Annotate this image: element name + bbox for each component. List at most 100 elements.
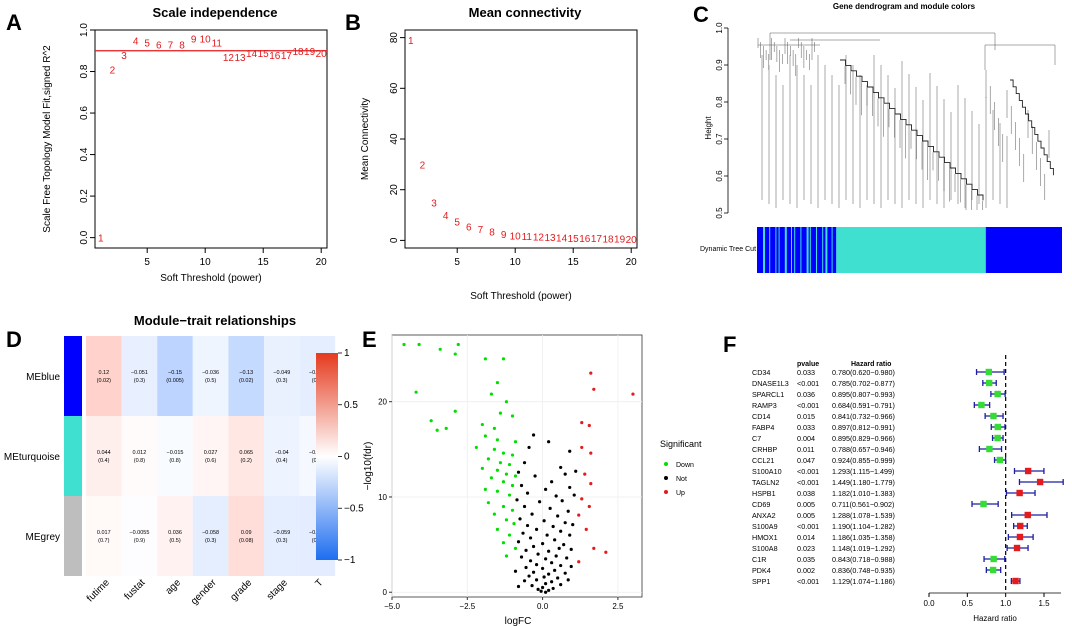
tree-branch xyxy=(1010,79,1054,176)
gene-label: C7 xyxy=(752,434,761,443)
volcano-point-not xyxy=(553,538,557,542)
data-point-label: 3 xyxy=(431,198,437,209)
module-color-stripe xyxy=(800,227,802,273)
hr-point xyxy=(978,401,985,409)
volcano-point-not xyxy=(556,576,560,580)
tree-branch xyxy=(769,32,996,60)
gene-pvalue: 0.033 xyxy=(797,368,815,377)
data-point-label: 9 xyxy=(501,230,507,241)
x-tick-label: 15 xyxy=(258,257,270,268)
volcano-point-not xyxy=(522,461,527,465)
hr-point xyxy=(1036,478,1044,486)
colorbar-tick-label: 0.5 xyxy=(344,400,358,411)
volcano-point-not xyxy=(569,547,573,551)
cell-pvalue: (0.3) xyxy=(276,378,287,384)
volcano-point-not xyxy=(542,575,546,579)
heatmap-cell xyxy=(264,336,300,416)
volcano-point-down xyxy=(489,476,493,480)
panel-label-e: E xyxy=(362,327,377,352)
volcano-point-down xyxy=(513,546,518,551)
data-point-label: 15 xyxy=(568,234,580,245)
module-color-swatch xyxy=(64,496,82,576)
module-color-stripe xyxy=(778,227,780,273)
gene-hazard-ratio: 0.785(0.702−0.877) xyxy=(832,379,895,388)
heatmap-cell xyxy=(264,416,300,496)
volcano-point-down xyxy=(480,466,484,470)
gene-pvalue: <0.001 xyxy=(797,478,819,487)
volcano-point-down xyxy=(417,342,421,347)
volcano-point-not xyxy=(530,583,534,588)
volcano-point-down xyxy=(444,426,448,430)
hr-point xyxy=(990,412,997,420)
legend-label-up: Up xyxy=(676,490,685,497)
module-color-stripe xyxy=(822,227,824,273)
gene-hazard-ratio: 1.148(1.019−1.292) xyxy=(832,544,895,553)
hr-point xyxy=(1016,533,1024,541)
gene-pvalue: <0.001 xyxy=(797,401,819,410)
gene-label: TAGLN2 xyxy=(752,478,779,487)
gene-hazard-ratio: 1.182(1.010−1.383) xyxy=(832,489,895,498)
panel-b-mean-connectivity: Mean Connectivity Soft Threshold (power)… xyxy=(360,29,638,302)
gene-pvalue: 0.015 xyxy=(797,412,815,421)
cell-pvalue: (0.02) xyxy=(97,378,112,384)
volcano-point-down xyxy=(486,501,490,505)
volcano-point-not xyxy=(516,584,521,589)
cell-value: −0.036 xyxy=(202,370,219,376)
x-tick-label: −2.5 xyxy=(459,602,475,611)
y-tick-label: 0.5 xyxy=(715,207,724,219)
gene-hazard-ratio: 1.129(1.074−1.186) xyxy=(832,577,895,586)
cell-value: −0.058 xyxy=(202,530,219,536)
module-color-stripe xyxy=(825,227,828,273)
gene-label: S100A8 xyxy=(752,544,778,553)
data-point-label: 11 xyxy=(212,38,223,49)
cell-value: 0.12 xyxy=(98,370,109,376)
data-point-label: 6 xyxy=(156,41,162,52)
panel-title-a: Scale independence xyxy=(153,5,278,20)
x-axis-label-a: Soft Threshold (power) xyxy=(160,273,262,284)
heatmap-cell xyxy=(228,416,264,496)
column-label-age: age xyxy=(164,577,184,597)
volcano-point-up xyxy=(604,550,608,554)
volcano-point-down xyxy=(456,342,460,347)
volcano-point-not xyxy=(533,474,537,478)
y-tick-label: 60 xyxy=(389,82,400,94)
gene-hazard-ratio: 0.836(0.748−0.935) xyxy=(832,566,895,575)
heatmap-cell xyxy=(264,496,300,576)
data-point-label: 15 xyxy=(258,49,270,60)
y-tick-label: 40 xyxy=(389,133,400,145)
gene-label: CD34 xyxy=(752,368,770,377)
cell-pvalue: (0.6) xyxy=(205,458,216,464)
volcano-point-up xyxy=(587,423,591,428)
volcano-point-down xyxy=(453,352,457,356)
cell-value: −0.0055 xyxy=(129,530,149,536)
module-color-stripe xyxy=(831,227,833,273)
gene-pvalue: <0.001 xyxy=(797,379,819,388)
hr-point xyxy=(994,390,1001,398)
column-header-pvalue: pvalue xyxy=(797,361,819,368)
volcano-point-down xyxy=(414,390,418,394)
row-label-meblue: MEblue xyxy=(26,372,60,383)
module-color-stripe xyxy=(784,227,787,273)
hr-point xyxy=(986,445,993,453)
volcano-point-down xyxy=(498,461,503,465)
volcano-point-not xyxy=(544,557,548,561)
cell-pvalue: (0.005) xyxy=(166,378,184,384)
module-color-swatch xyxy=(64,336,82,416)
volcano-point-up xyxy=(589,451,593,455)
volcano-point-down xyxy=(512,522,516,526)
volcano-point-not xyxy=(542,519,546,523)
data-point-label: 6 xyxy=(466,222,472,233)
module-color-stripe xyxy=(775,227,777,273)
y-tick-label: 1.0 xyxy=(715,22,724,34)
hr-point xyxy=(994,423,1001,431)
volcano-point-not xyxy=(550,480,554,484)
heatmap-cell xyxy=(157,416,193,496)
y-tick-label: 0 xyxy=(383,588,388,597)
panel-c-dendrogram: Height Dynamic Tree Cut 0.5 0.6 0.7 0.8 0.9 1… xyxy=(700,22,1062,273)
volcano-point-not xyxy=(524,565,528,570)
gene-pvalue: 0.033 xyxy=(797,423,815,432)
volcano-point-down xyxy=(507,533,512,537)
data-point-label: 8 xyxy=(489,228,495,239)
y-tick-label: 1.0 xyxy=(79,23,90,37)
volcano-point-not xyxy=(562,543,566,547)
